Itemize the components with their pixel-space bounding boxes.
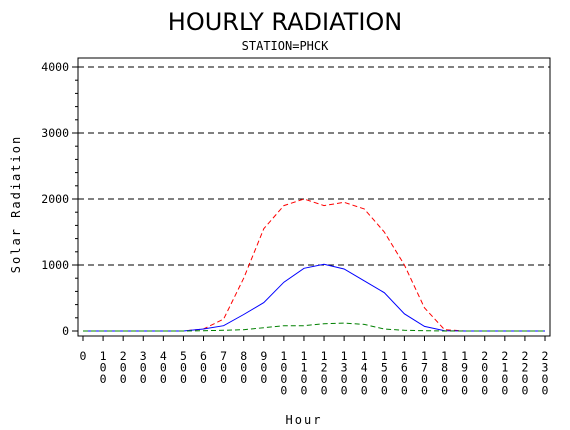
- y-tick-label: 3000: [41, 126, 69, 140]
- x-tick-label: 0: [80, 349, 87, 363]
- y-tick-label: 0: [62, 324, 69, 338]
- series-lines: [83, 198, 545, 332]
- x-axis-label: Hour: [286, 413, 323, 427]
- chart-subtitle: STATION=PHCK: [242, 39, 329, 53]
- chart-title: HOURLY RADIATION: [168, 8, 402, 36]
- y-tick-label: 2000: [41, 192, 69, 206]
- y-tick-label: 1000: [41, 258, 69, 272]
- series-line: [83, 322, 545, 332]
- grid-lines: [78, 66, 550, 266]
- plot-area-frame: [77, 57, 551, 337]
- x-axis: 0 1 0 0 2 0 0 3 0 0 4 0 0 5 0 0 6 0 0 7 0 0 8 0 0 9 0 0 1 0 0 0 1 1 0 0 1 2 0 0…: [80, 336, 549, 398]
- series-line: [83, 263, 545, 332]
- y-axis: 0 1000 2000 3000 4000: [41, 60, 78, 338]
- y-tick-label: 4000: [41, 60, 69, 74]
- y-axis-label: Solar Radiation: [9, 135, 23, 273]
